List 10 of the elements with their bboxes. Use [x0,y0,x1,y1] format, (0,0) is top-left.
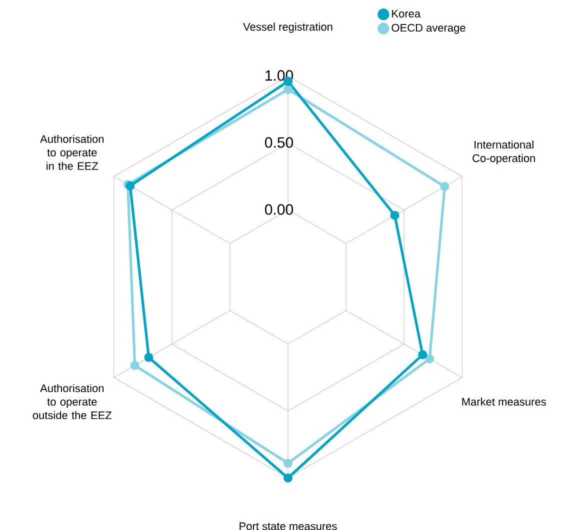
spoke-label: Authorisation to operate in the EEZ [40,134,104,170]
legend-label: Korea [392,10,421,18]
y-tick-label: 0.00 [265,204,294,215]
spoke-label: Vessel registration [243,22,332,33]
spoke-label: Port state measures [240,522,337,530]
y-tick-label: 0.50 [265,137,294,148]
spoke-label: Market measures [462,398,546,406]
legend-label: OECD average [392,24,466,34]
spoke-label: International Co-operation [472,140,535,164]
spoke-label: Authorisation to operate outside the EEZ [32,384,112,420]
